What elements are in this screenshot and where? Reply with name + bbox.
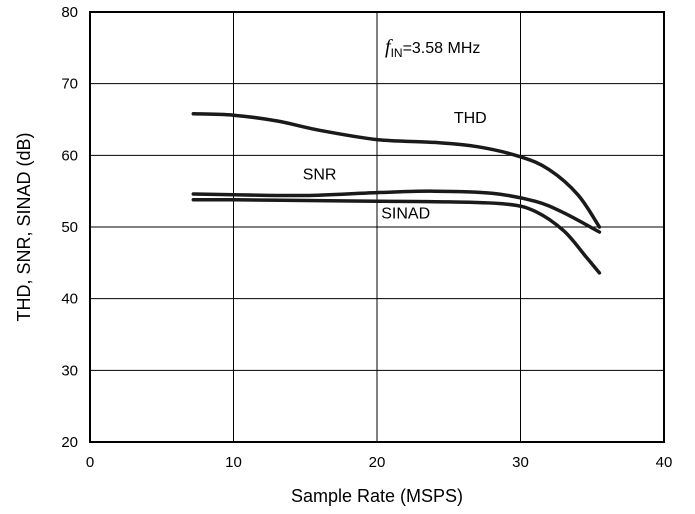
x-tick-label: 20 bbox=[369, 454, 386, 471]
series-lines bbox=[191, 112, 602, 275]
y-tick-label: 20 bbox=[61, 434, 78, 451]
x-tick-label: 30 bbox=[512, 454, 529, 471]
x-axis-ticks: 0 10 20 30 40 bbox=[86, 454, 673, 471]
x-tick-label: 10 bbox=[225, 454, 242, 471]
y-tick-label: 60 bbox=[61, 147, 78, 164]
y-tick-label: 70 bbox=[61, 76, 78, 93]
grid-lines bbox=[90, 12, 664, 442]
annotation-value: =3.58 MHz bbox=[403, 40, 481, 57]
series-labels: THD SNR SINAD bbox=[303, 110, 487, 222]
series-label-snr: SNR bbox=[303, 167, 337, 184]
x-tick-label: 0 bbox=[86, 454, 94, 471]
x-tick-label: 40 bbox=[656, 454, 673, 471]
series-line-snr bbox=[191, 189, 602, 234]
y-tick-label: 40 bbox=[61, 291, 78, 308]
series-label-thd: THD bbox=[454, 110, 487, 127]
y-tick-label: 50 bbox=[61, 219, 78, 236]
y-tick-label: 80 bbox=[61, 4, 78, 21]
series-line-sinad bbox=[191, 197, 602, 275]
y-axis-ticks: 20 30 40 50 60 70 80 bbox=[61, 4, 78, 451]
y-tick-label: 30 bbox=[61, 362, 78, 379]
y-axis-title: THD, SNR, SINAD (dB) bbox=[14, 132, 34, 321]
fin-annotation: fIN=3.58 MHz bbox=[385, 36, 480, 60]
series-line-thd bbox=[191, 112, 602, 229]
x-axis-title: Sample Rate (MSPS) bbox=[291, 486, 463, 506]
annotation-subscript: IN bbox=[391, 46, 403, 60]
annotation-symbol: f bbox=[385, 36, 393, 58]
plot-frame bbox=[89, 11, 665, 443]
series-label-sinad: SINAD bbox=[381, 205, 430, 222]
